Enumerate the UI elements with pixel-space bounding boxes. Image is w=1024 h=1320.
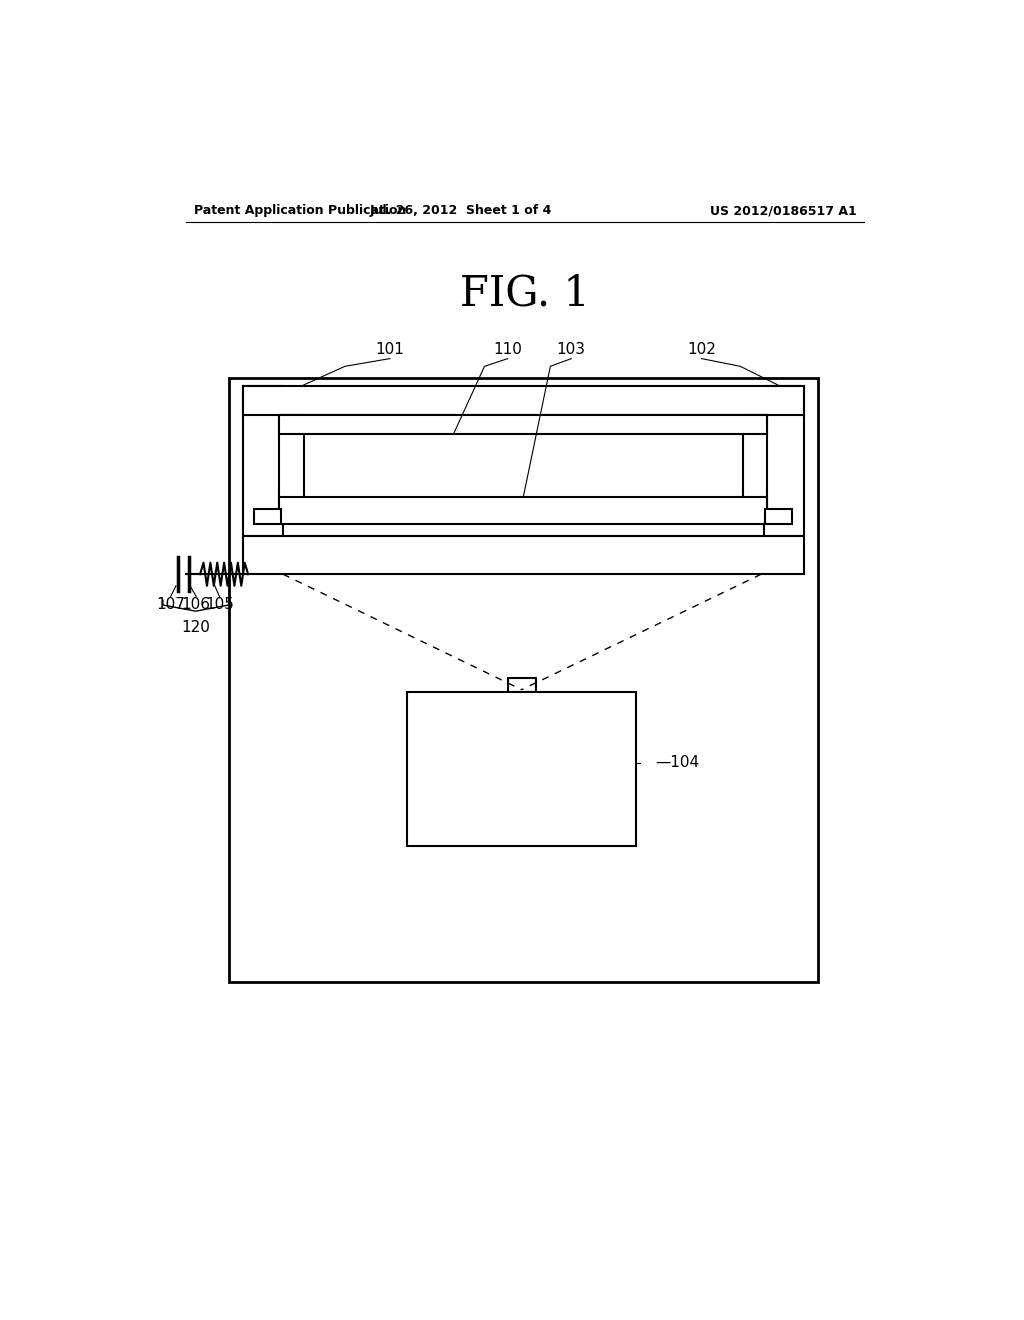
Text: Patent Application Publication: Patent Application Publication: [194, 205, 407, 218]
Text: 120: 120: [181, 620, 210, 635]
Bar: [243, 385, 804, 414]
Text: 110: 110: [494, 342, 522, 358]
Text: 106: 106: [181, 597, 211, 612]
Bar: [254, 508, 282, 524]
Text: 107: 107: [157, 597, 185, 612]
Bar: [407, 692, 636, 846]
Bar: [280, 414, 767, 434]
Bar: [508, 678, 536, 692]
Bar: [742, 414, 767, 515]
Bar: [764, 385, 804, 536]
Text: FIG. 1: FIG. 1: [460, 272, 590, 314]
Text: —104: —104: [655, 755, 699, 771]
Text: 102: 102: [687, 342, 716, 358]
Bar: [765, 508, 793, 524]
Text: Jul. 26, 2012  Sheet 1 of 4: Jul. 26, 2012 Sheet 1 of 4: [370, 205, 552, 218]
Bar: [243, 536, 804, 574]
Text: 105: 105: [205, 597, 233, 612]
Bar: [228, 378, 818, 982]
Text: 103: 103: [557, 342, 586, 358]
Text: US 2012/0186517 A1: US 2012/0186517 A1: [710, 205, 856, 218]
Bar: [280, 498, 767, 524]
Text: 101: 101: [376, 342, 404, 358]
Bar: [280, 414, 304, 515]
Bar: [243, 385, 283, 536]
